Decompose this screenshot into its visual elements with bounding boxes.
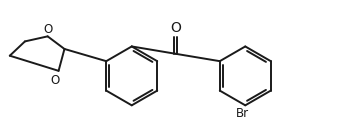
Text: O: O [43,23,53,36]
Text: Br: Br [236,107,249,120]
Text: O: O [170,21,181,35]
Text: O: O [51,74,60,87]
